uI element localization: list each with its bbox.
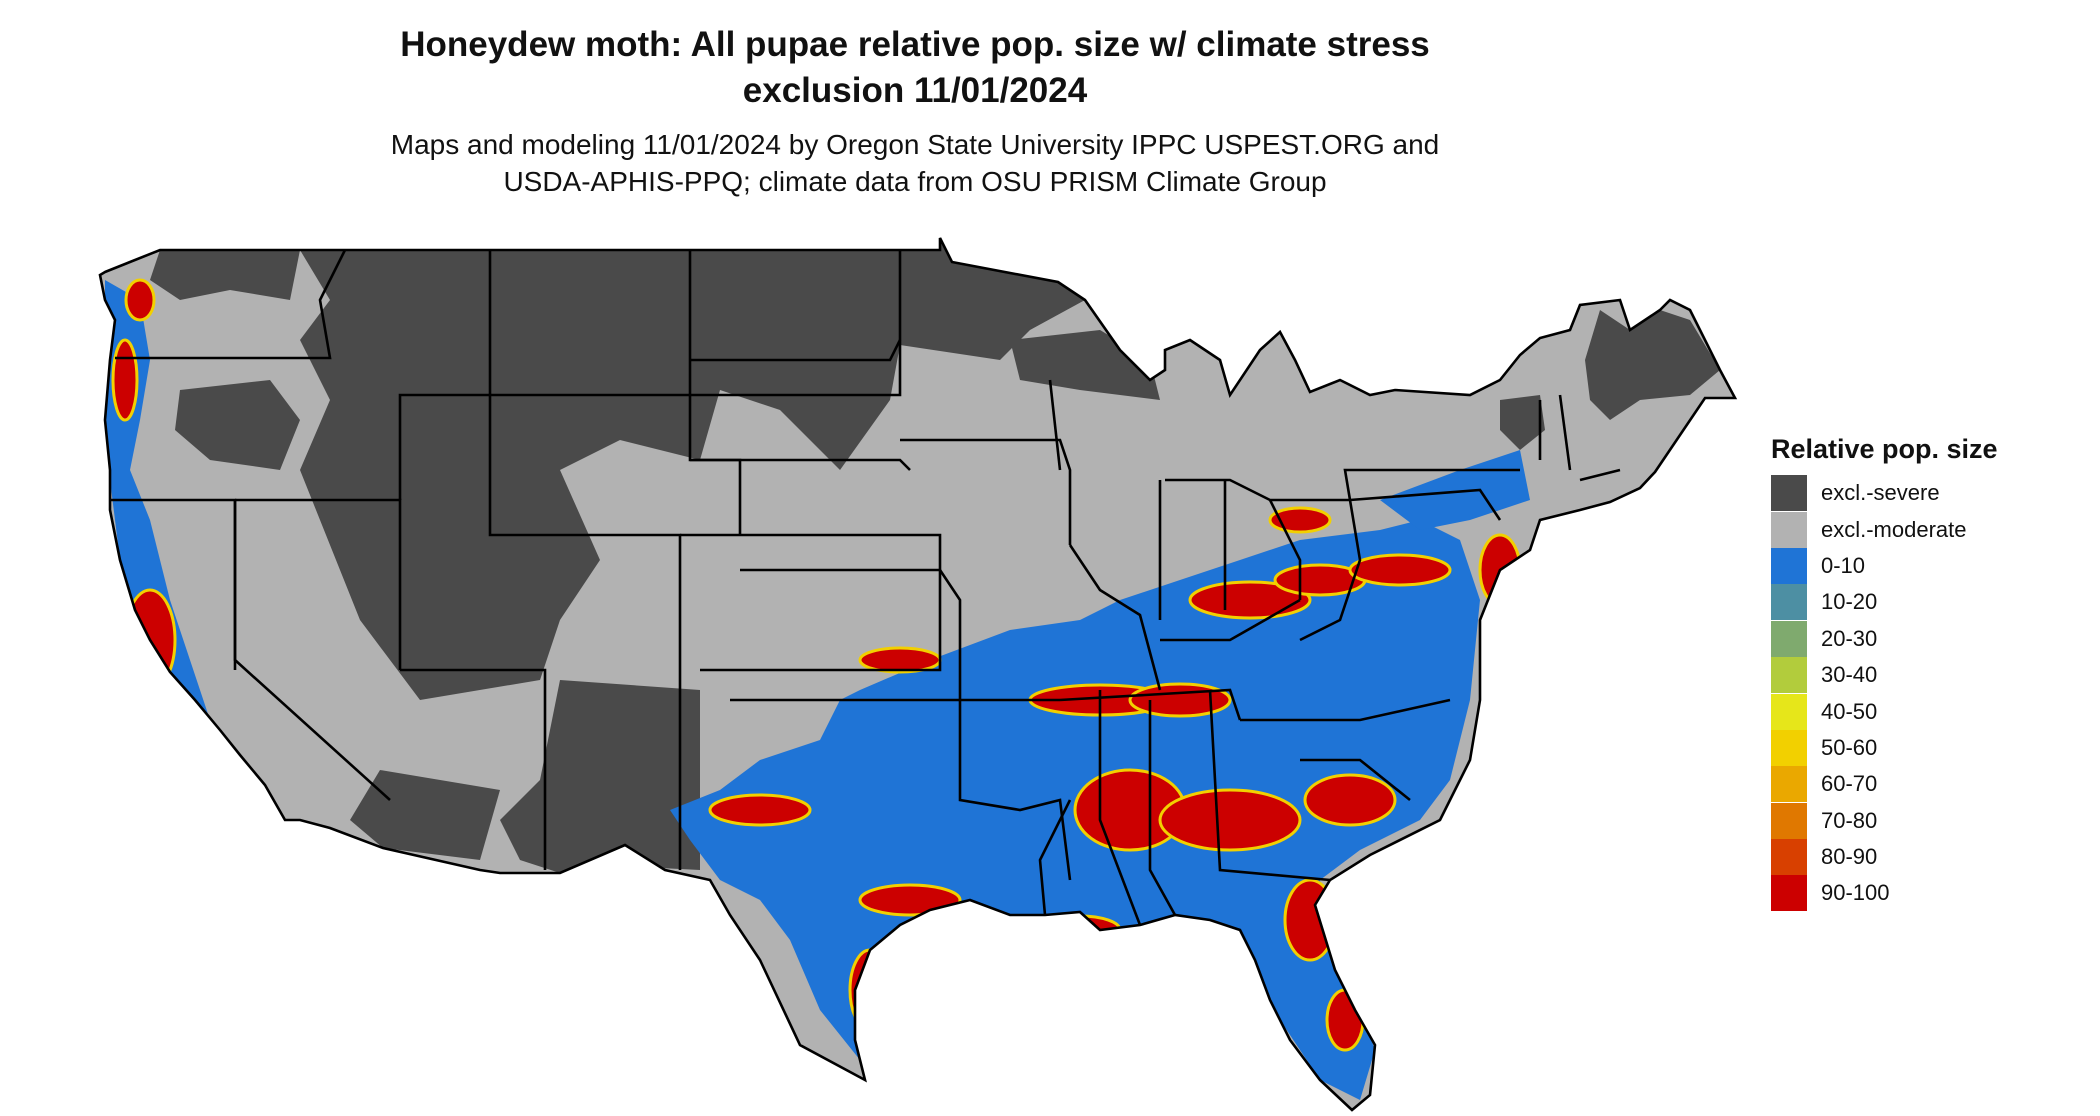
legend-label: 50-60 <box>1821 734 1878 760</box>
legend-item: excl.-severe <box>1771 475 1998 512</box>
legend-rows: excl.-severe excl.-moderate 0-10 10-20 20-30… <box>1771 475 1998 912</box>
legend-item: 30-40 <box>1771 657 1998 694</box>
legend-swatch <box>1771 511 1807 548</box>
legend-label: 90-100 <box>1821 880 1890 906</box>
map-title: Honeydew moth: All pupae relative pop. s… <box>240 22 1590 114</box>
legend-swatch <box>1771 766 1807 803</box>
legend-swatch <box>1771 875 1807 912</box>
legend-item: 40-50 <box>1771 693 1998 730</box>
legend-item: 0-10 <box>1771 547 1998 584</box>
legend-label: excl.-severe <box>1821 480 1940 506</box>
legend-label: 80-90 <box>1821 844 1878 870</box>
legend-label: 30-40 <box>1821 662 1878 688</box>
legend-label: 70-80 <box>1821 807 1878 833</box>
legend-label: excl.-moderate <box>1821 516 1967 542</box>
legend-swatch <box>1771 584 1807 621</box>
legend-item: 70-80 <box>1771 802 1998 839</box>
legend-swatch <box>1771 729 1807 766</box>
legend-item: 80-90 <box>1771 839 1998 876</box>
legend-label: 0-10 <box>1821 552 1866 578</box>
legend-item: 90-100 <box>1771 875 1998 912</box>
legend-label: 60-70 <box>1821 771 1878 797</box>
legend-item: 50-60 <box>1771 729 1998 766</box>
legend-label: 10-20 <box>1821 589 1878 615</box>
legend-swatch <box>1771 839 1807 876</box>
severe-exclusion-areas <box>150 238 1720 873</box>
legend-swatch <box>1771 802 1807 839</box>
legend-swatch <box>1771 620 1807 657</box>
state-borders <box>98 237 1738 1112</box>
legend-item: 10-20 <box>1771 584 1998 621</box>
legend-label: 40-50 <box>1821 698 1878 724</box>
legend-swatch <box>1771 657 1807 694</box>
legend-label: 20-30 <box>1821 625 1878 651</box>
title-line-2: exclusion 11/01/2024 <box>742 71 1088 110</box>
legend-title: Relative pop. size <box>1771 434 1998 464</box>
map-subtitle: Maps and modeling 11/01/2024 by Oregon S… <box>240 126 1590 200</box>
legend: Relative pop. size excl.-severe excl.-mod… <box>1771 434 1998 912</box>
legend-item: excl.-moderate <box>1771 511 1998 548</box>
subtitle-line-1: Maps and modeling 11/01/2024 by Oregon S… <box>390 129 1440 160</box>
legend-item: 20-30 <box>1771 620 1998 657</box>
legend-item: 60-70 <box>1771 766 1998 803</box>
map-fill <box>100 238 1735 1110</box>
subtitle-line-2: USDA-APHIS-PPQ; climate data from OSU PR… <box>503 166 1327 197</box>
legend-swatch <box>1771 547 1807 584</box>
title-line-1: Honeydew moth: All pupae relative pop. s… <box>400 25 1430 64</box>
legend-swatch <box>1771 693 1807 730</box>
legend-swatch <box>1771 475 1807 512</box>
